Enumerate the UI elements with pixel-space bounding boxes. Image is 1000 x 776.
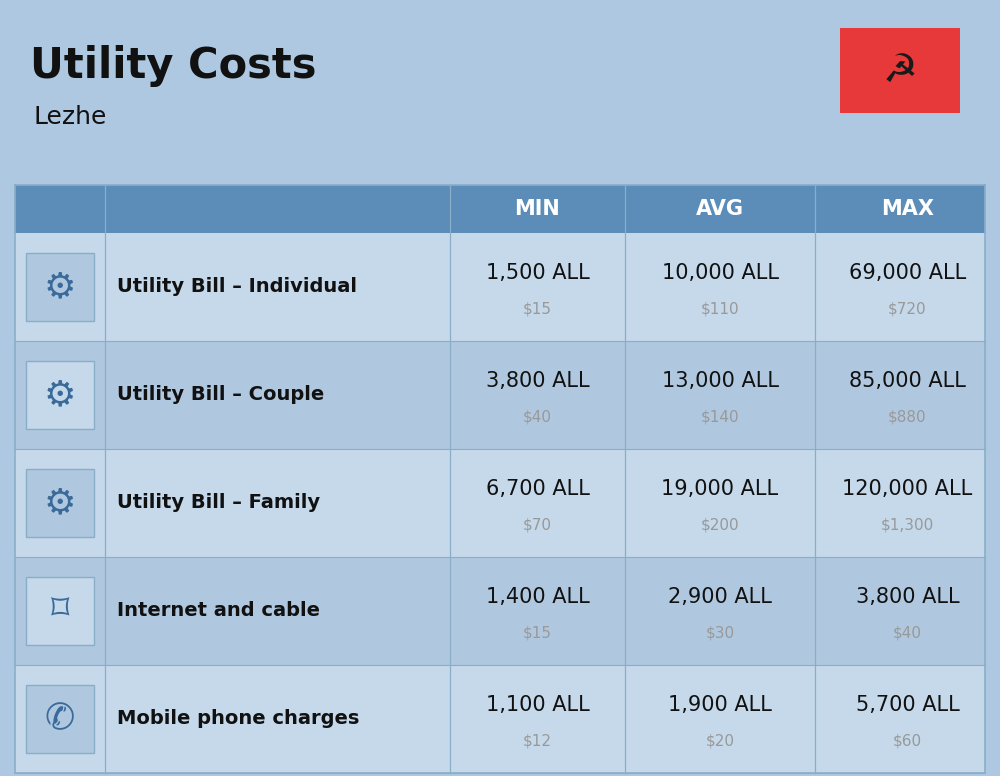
Text: Lezhe: Lezhe (34, 105, 107, 129)
Text: 3,800 ALL: 3,800 ALL (486, 371, 589, 391)
Text: Internet and cable: Internet and cable (117, 601, 320, 621)
Text: $1,300: $1,300 (881, 518, 934, 532)
Bar (26, 253, 94, 321)
Text: $110: $110 (701, 302, 739, 317)
Text: $15: $15 (523, 625, 552, 640)
Text: 2,900 ALL: 2,900 ALL (668, 587, 772, 607)
Text: ✆: ✆ (45, 702, 75, 736)
Text: 5,700 ALL: 5,700 ALL (856, 695, 959, 715)
Text: 13,000 ALL: 13,000 ALL (662, 371, 778, 391)
Text: ⚙: ⚙ (44, 378, 76, 412)
Text: Mobile phone charges: Mobile phone charges (117, 709, 359, 729)
Text: 85,000 ALL: 85,000 ALL (849, 371, 966, 391)
Bar (840, 28, 960, 113)
Text: ⚙: ⚙ (44, 270, 76, 304)
Text: $200: $200 (701, 518, 739, 532)
Bar (15, 449, 985, 557)
Bar (15, 341, 985, 449)
Text: $30: $30 (705, 625, 735, 640)
Text: $720: $720 (888, 302, 927, 317)
Text: $70: $70 (523, 518, 552, 532)
Text: $15: $15 (523, 302, 552, 317)
Text: AVG: AVG (696, 199, 744, 219)
Text: Utility Bill – Couple: Utility Bill – Couple (117, 386, 324, 404)
Text: 3,800 ALL: 3,800 ALL (856, 587, 959, 607)
Text: ☭: ☭ (883, 51, 917, 89)
Text: 120,000 ALL: 120,000 ALL (842, 479, 973, 499)
Text: $40: $40 (893, 625, 922, 640)
Text: $880: $880 (888, 410, 927, 424)
Text: 19,000 ALL: 19,000 ALL (661, 479, 779, 499)
Text: 1,100 ALL: 1,100 ALL (486, 695, 589, 715)
Text: $40: $40 (523, 410, 552, 424)
Bar (26, 469, 94, 537)
Text: $20: $20 (706, 733, 734, 749)
Text: MAX: MAX (881, 199, 934, 219)
Text: ⌑: ⌑ (51, 594, 69, 628)
Text: $60: $60 (893, 733, 922, 749)
Text: 6,700 ALL: 6,700 ALL (486, 479, 589, 499)
Bar (26, 577, 94, 645)
Text: 1,400 ALL: 1,400 ALL (486, 587, 589, 607)
Text: 69,000 ALL: 69,000 ALL (849, 263, 966, 283)
Bar (15, 185, 985, 233)
Bar (15, 233, 985, 341)
Text: ⚙: ⚙ (44, 486, 76, 520)
Text: Utility Bill – Individual: Utility Bill – Individual (117, 278, 357, 296)
Bar (26, 685, 94, 753)
Bar (26, 361, 94, 429)
Bar (15, 557, 985, 665)
Text: 1,500 ALL: 1,500 ALL (486, 263, 589, 283)
Text: 10,000 ALL: 10,000 ALL (662, 263, 778, 283)
Text: $12: $12 (523, 733, 552, 749)
Bar (15, 665, 985, 773)
Text: $140: $140 (701, 410, 739, 424)
Text: Utility Costs: Utility Costs (30, 45, 316, 87)
Text: Utility Bill – Family: Utility Bill – Family (117, 494, 320, 512)
Text: MIN: MIN (515, 199, 560, 219)
Text: 1,900 ALL: 1,900 ALL (668, 695, 772, 715)
